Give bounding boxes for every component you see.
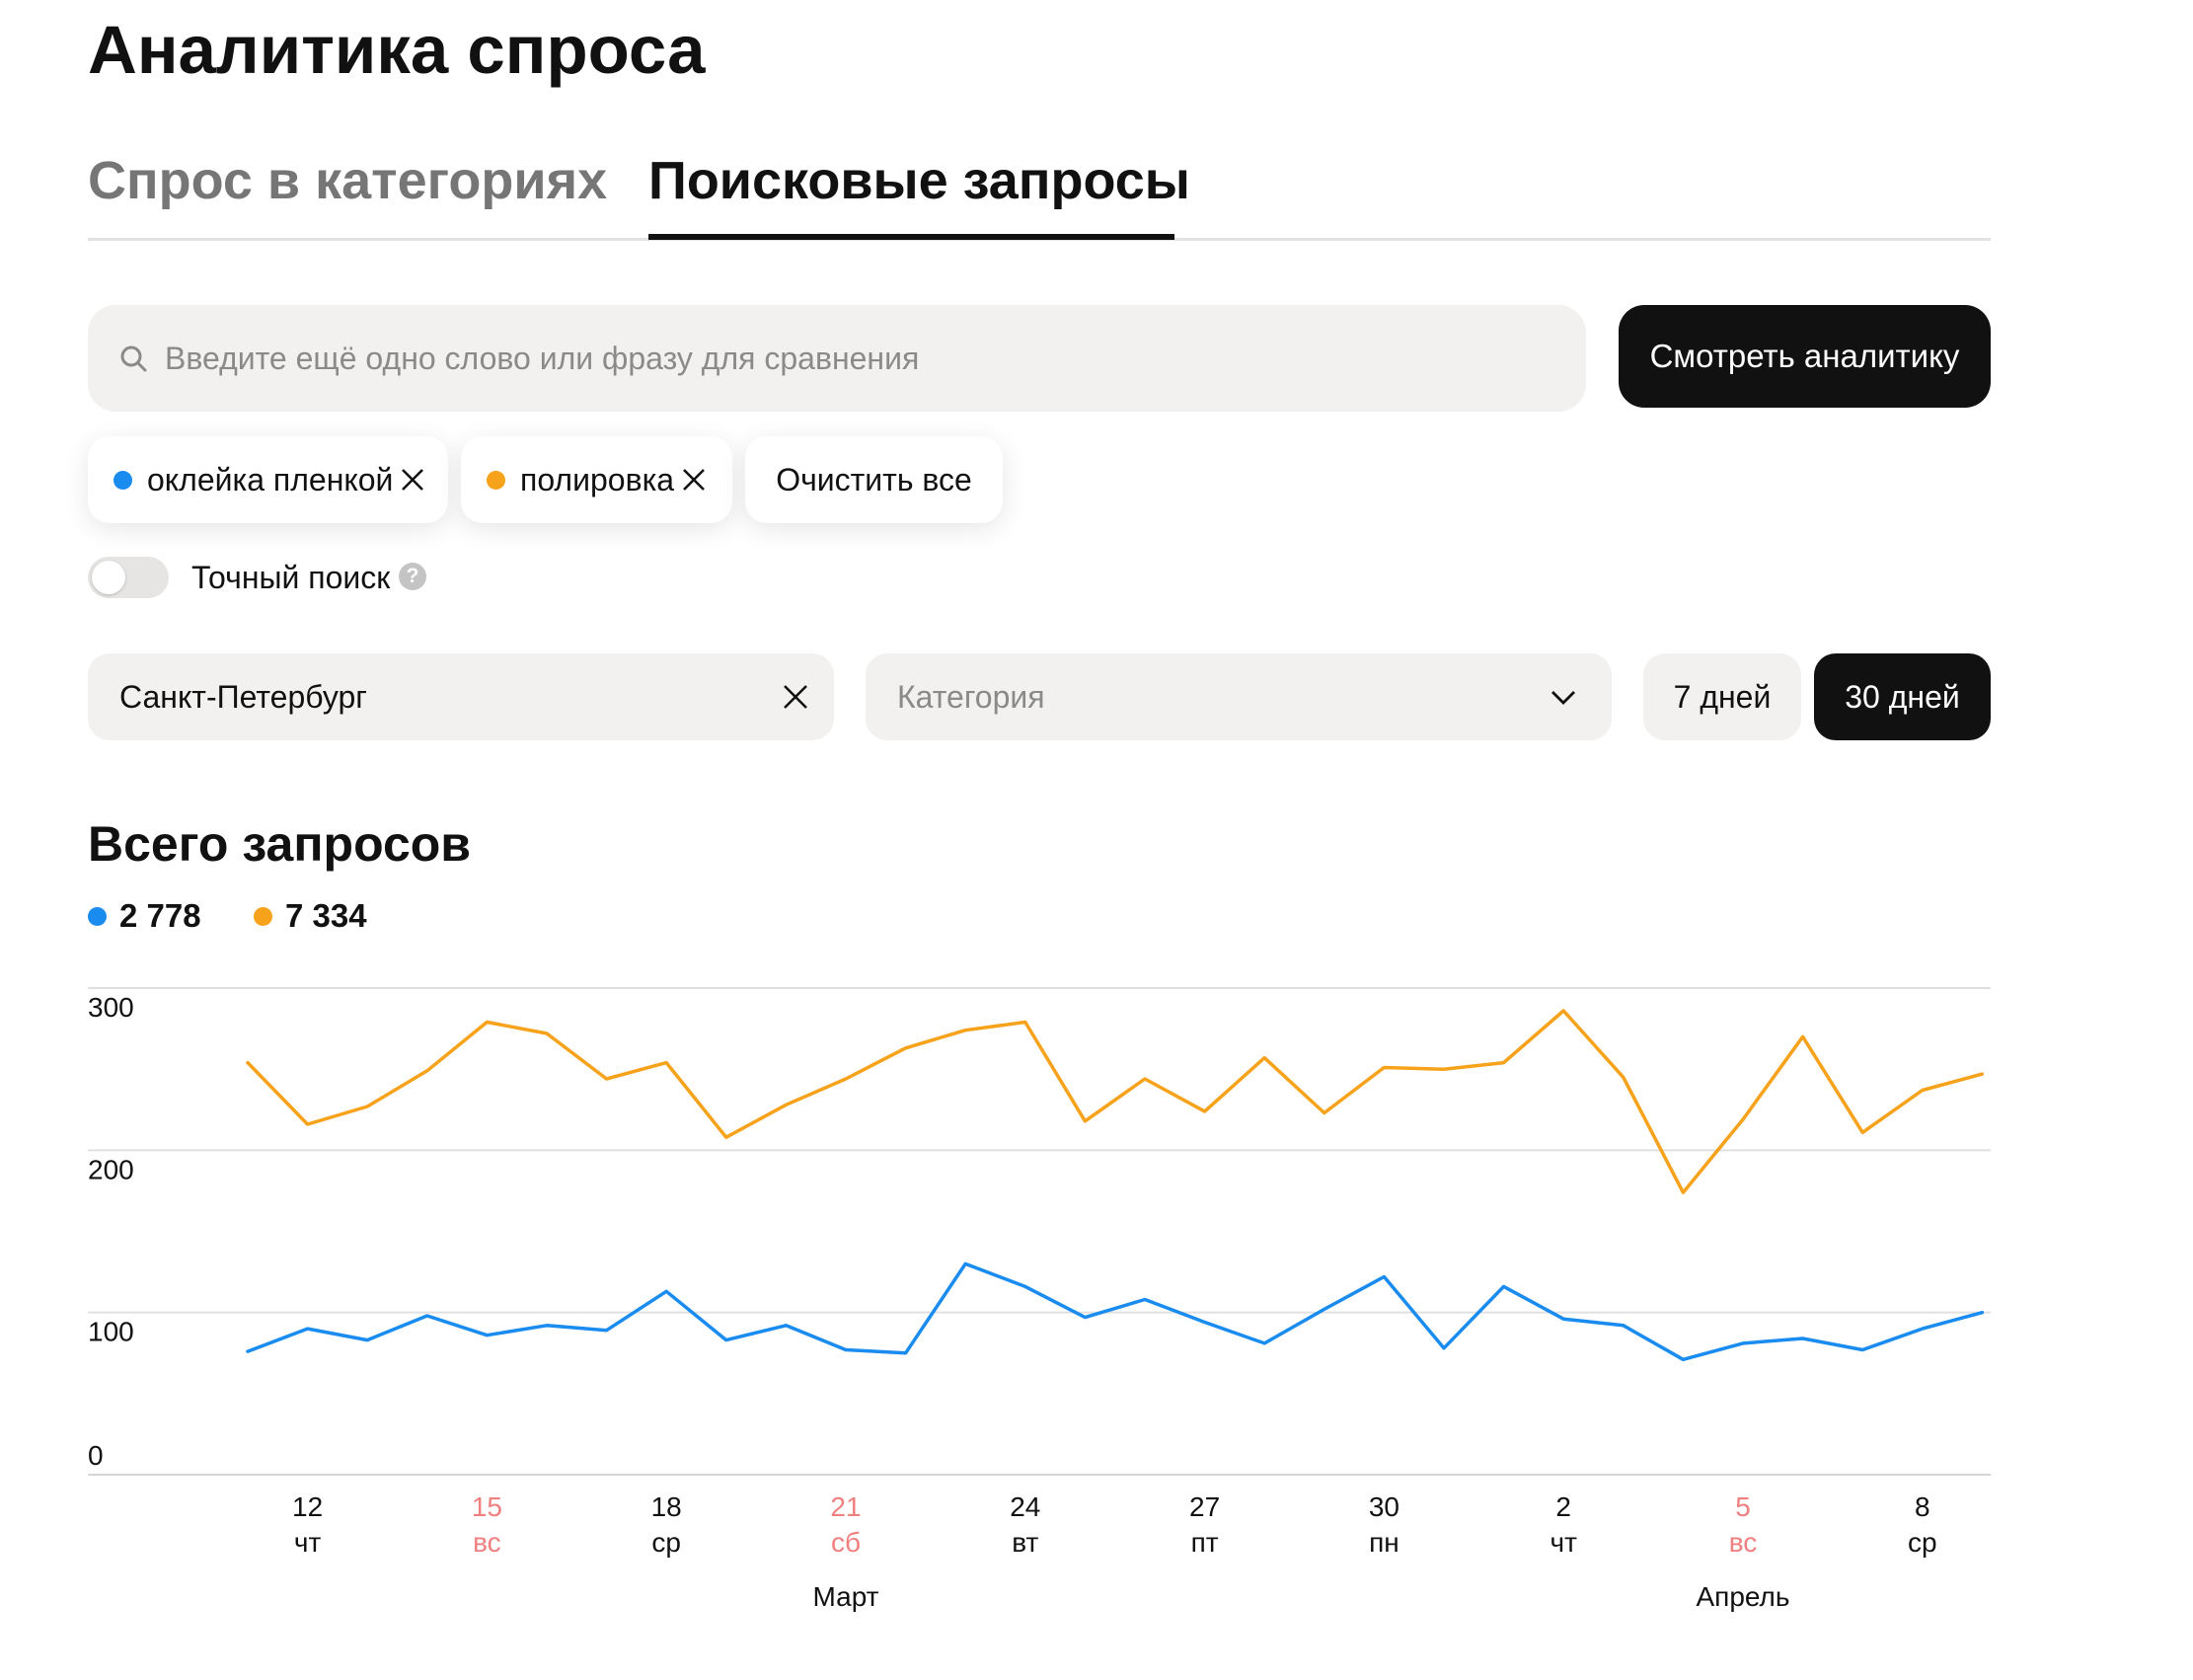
total-film-wrap: 2 778: [88, 895, 201, 937]
x-tick-day: 15: [472, 1491, 502, 1522]
x-tick-weekday: чт: [1550, 1527, 1577, 1558]
clear-all-label: Очистить все: [776, 461, 972, 497]
tab-search-queries[interactable]: Поисковые запросы: [648, 151, 1190, 210]
view-analytics-button[interactable]: Смотреть аналитику: [1619, 305, 1991, 408]
y-tick-label: 200: [88, 1154, 134, 1184]
x-tick-day: 5: [1735, 1491, 1751, 1522]
y-tick-label: 0: [88, 1440, 104, 1471]
help-icon[interactable]: ?: [399, 563, 426, 590]
search-icon: [120, 345, 147, 372]
series-line-2: [246, 1261, 1985, 1362]
x-tick-day: 12: [292, 1491, 323, 1522]
city-field[interactable]: Санкт-Петербург: [88, 653, 834, 740]
chevron-down-icon: [1551, 691, 1575, 705]
x-tick-weekday: вс: [473, 1527, 501, 1558]
y-tick-label: 100: [88, 1317, 134, 1347]
x-tick-weekday: вс: [1729, 1527, 1758, 1558]
search-box[interactable]: [88, 305, 1586, 412]
close-icon[interactable]: [399, 466, 426, 494]
category-placeholder: Категория: [897, 679, 1045, 715]
close-icon[interactable]: [780, 681, 811, 713]
x-tick-day: 2: [1555, 1491, 1571, 1522]
x-tick-day: 30: [1369, 1491, 1399, 1522]
total-queries-title: Всего запросов: [88, 816, 472, 872]
month-label: Апрель: [1697, 1581, 1790, 1612]
close-icon[interactable]: [680, 466, 708, 494]
x-tick-weekday: пн: [1369, 1527, 1399, 1558]
x-tick-day: 24: [1010, 1491, 1040, 1522]
x-tick-weekday: вт: [1012, 1527, 1038, 1558]
exact-search-label: Точный поиск: [191, 560, 391, 595]
series-color-dot: [113, 470, 132, 490]
total-value: 2 778: [119, 897, 201, 934]
clear-all-button[interactable]: Очистить все: [745, 436, 1003, 523]
x-tick-day: 27: [1189, 1491, 1220, 1522]
x-tick-day: 8: [1915, 1491, 1930, 1522]
tab-category-demand[interactable]: Спрос в категориях: [88, 151, 608, 210]
series-color-dot: [254, 906, 272, 926]
query-chip-polishing: полировка: [461, 436, 732, 523]
period-30-days-button[interactable]: 30 дней: [1814, 653, 1991, 740]
query-chip-film-wrap: оклейка пленкой: [88, 436, 448, 523]
x-tick-weekday: сб: [831, 1527, 861, 1558]
period-7-days-button[interactable]: 7 дней: [1643, 653, 1801, 740]
total-polishing: 7 334: [254, 895, 367, 937]
page-title: Аналитика спроса: [88, 12, 706, 88]
x-tick-weekday: чт: [294, 1527, 322, 1558]
x-tick-weekday: ср: [1908, 1527, 1937, 1558]
x-tick-day: 18: [651, 1491, 682, 1522]
total-value: 7 334: [285, 897, 367, 934]
x-tick-weekday: ср: [651, 1527, 681, 1558]
category-select[interactable]: Категория: [866, 653, 1612, 740]
y-tick-label: 300: [88, 992, 134, 1023]
city-value: Санкт-Петербург: [119, 679, 367, 715]
x-tick-day: 21: [830, 1491, 861, 1522]
toggle-knob: [92, 561, 125, 594]
chip-label: оклейка пленкой: [147, 461, 394, 497]
active-tab-indicator: [648, 234, 1174, 240]
exact-search-toggle[interactable]: [88, 557, 169, 598]
chip-label: полировка: [520, 461, 675, 497]
series-color-dot: [487, 470, 505, 490]
month-label: Март: [813, 1581, 879, 1612]
series-line-1: [246, 1009, 1985, 1194]
x-tick-weekday: пт: [1191, 1527, 1219, 1558]
series-color-dot: [88, 906, 107, 926]
search-input[interactable]: [165, 305, 1547, 412]
